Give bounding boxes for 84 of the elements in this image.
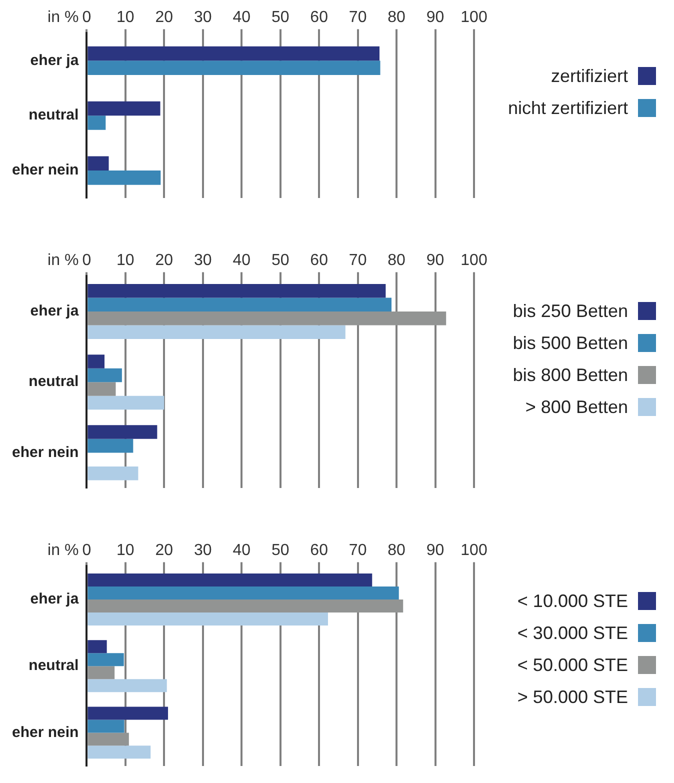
x-tick-label: 50 xyxy=(271,252,290,270)
bar xyxy=(88,298,392,312)
y-tick-label: eher nein xyxy=(12,724,79,741)
x-tick-label: 10 xyxy=(116,252,134,270)
bar xyxy=(88,666,115,680)
x-tick-label: 40 xyxy=(232,542,251,560)
x-tick-label: 90 xyxy=(426,252,444,270)
y-tick-label: neutral xyxy=(28,106,79,124)
bar xyxy=(88,653,124,666)
legend-label: > 50.000 STE xyxy=(517,687,628,707)
legend-label: < 50.000 STE xyxy=(517,655,628,675)
x-tick-label: 0 xyxy=(82,252,92,270)
y-tick-label: eher nein xyxy=(12,162,79,179)
x-axis-title: in % xyxy=(48,542,79,560)
x-tick-label: 0 xyxy=(82,542,92,560)
legend-label: < 30.000 STE xyxy=(517,623,628,643)
bar xyxy=(88,354,105,368)
x-axis-title: in % xyxy=(48,252,79,270)
x-tick-label: 50 xyxy=(271,542,290,560)
bar xyxy=(88,746,151,759)
x-tick-label: 40 xyxy=(232,252,251,270)
x-tick-label: 70 xyxy=(348,9,367,26)
x-tick-label: 10 xyxy=(116,542,134,560)
x-tick-label: 30 xyxy=(194,542,212,560)
x-tick-label: 100 xyxy=(460,252,488,270)
bar xyxy=(88,586,399,600)
x-tick-label: 100 xyxy=(460,542,488,560)
legend-label: bis 800 Betten xyxy=(512,365,628,385)
y-tick-label: eher ja xyxy=(30,302,80,320)
y-tick-label: eher ja xyxy=(30,52,80,69)
x-tick-label: 50 xyxy=(271,9,290,26)
legend-label: zertifiziert xyxy=(550,66,628,86)
x-tick-label: 20 xyxy=(155,542,174,560)
legend-label: bis 500 Betten xyxy=(512,333,628,353)
bar xyxy=(88,600,404,612)
y-tick-label: eher ja xyxy=(30,590,80,608)
bar xyxy=(88,170,161,185)
bar xyxy=(88,284,386,298)
bar xyxy=(88,706,168,720)
bar xyxy=(88,101,160,116)
x-tick-label: 20 xyxy=(155,9,174,26)
x-tick-label: 0 xyxy=(82,9,92,26)
legend-label: > 800 Betten xyxy=(525,397,628,417)
x-tick-label: 60 xyxy=(310,542,328,560)
x-tick-label: 60 xyxy=(310,9,328,26)
x-tick-label: 90 xyxy=(426,9,444,26)
bar xyxy=(88,156,109,171)
x-tick-label: 30 xyxy=(194,9,212,26)
x-tick-label: 30 xyxy=(194,252,212,270)
x-tick-label: 90 xyxy=(426,542,444,560)
bar xyxy=(88,720,124,733)
bar xyxy=(88,60,380,75)
legend-label: bis 250 Betten xyxy=(512,301,628,321)
y-tick-label: neutral xyxy=(28,657,79,674)
bar xyxy=(88,116,106,130)
bar xyxy=(88,312,446,326)
legend-label: < 10.000 STE xyxy=(517,591,628,611)
x-tick-label: 80 xyxy=(388,252,406,270)
x-tick-label: 100 xyxy=(460,9,488,26)
bar xyxy=(88,679,167,692)
x-tick-label: 70 xyxy=(348,252,367,270)
x-tick-label: 60 xyxy=(310,252,328,270)
bar xyxy=(88,382,116,396)
y-tick-label: eher nein xyxy=(12,444,79,461)
legend-label: nicht zertifiziert xyxy=(508,98,628,118)
bar xyxy=(88,425,158,439)
x-axis-title: in % xyxy=(48,9,79,26)
bar xyxy=(88,574,372,587)
x-tick-label: 70 xyxy=(348,542,367,560)
bar xyxy=(88,438,134,453)
x-tick-label: 10 xyxy=(116,9,134,26)
bar xyxy=(88,466,138,480)
bar xyxy=(88,396,164,410)
x-tick-label: 40 xyxy=(232,9,251,26)
bar xyxy=(88,612,328,626)
x-tick-label: 80 xyxy=(388,9,406,26)
bar xyxy=(88,325,346,340)
bar xyxy=(88,46,380,61)
x-tick-label: 20 xyxy=(155,252,174,270)
x-tick-label: 80 xyxy=(388,542,406,560)
y-tick-label: neutral xyxy=(28,373,79,390)
bar xyxy=(88,732,129,746)
bar xyxy=(88,368,122,382)
bar xyxy=(88,640,107,654)
